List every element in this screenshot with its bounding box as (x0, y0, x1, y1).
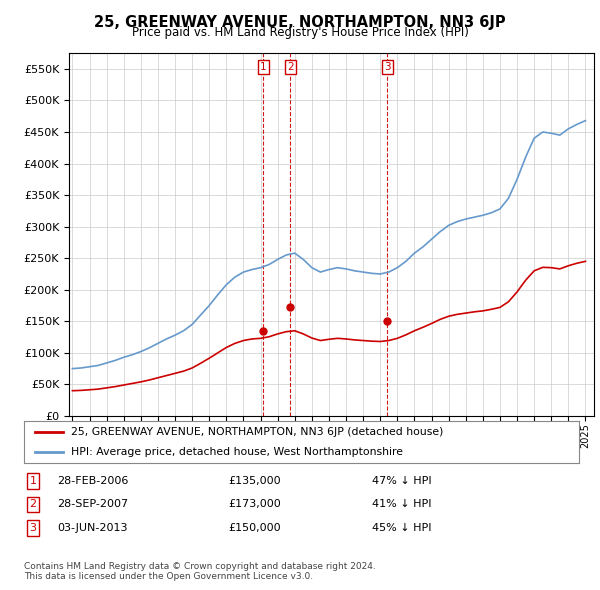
Text: 28-SEP-2007: 28-SEP-2007 (57, 500, 128, 509)
Text: £135,000: £135,000 (228, 476, 281, 486)
Text: Price paid vs. HM Land Registry's House Price Index (HPI): Price paid vs. HM Land Registry's House … (131, 26, 469, 39)
Text: 41% ↓ HPI: 41% ↓ HPI (372, 500, 431, 509)
Text: 45% ↓ HPI: 45% ↓ HPI (372, 523, 431, 533)
Text: £173,000: £173,000 (228, 500, 281, 509)
Text: This data is licensed under the Open Government Licence v3.0.: This data is licensed under the Open Gov… (24, 572, 313, 581)
Text: 25, GREENWAY AVENUE, NORTHAMPTON, NN3 6JP (detached house): 25, GREENWAY AVENUE, NORTHAMPTON, NN3 6J… (71, 427, 443, 437)
Text: 28-FEB-2006: 28-FEB-2006 (57, 476, 128, 486)
Text: 3: 3 (29, 523, 37, 533)
Text: 1: 1 (29, 476, 37, 486)
Text: 2: 2 (29, 500, 37, 509)
Text: 3: 3 (384, 62, 391, 72)
Text: £150,000: £150,000 (228, 523, 281, 533)
Text: HPI: Average price, detached house, West Northamptonshire: HPI: Average price, detached house, West… (71, 447, 403, 457)
Text: 25, GREENWAY AVENUE, NORTHAMPTON, NN3 6JP: 25, GREENWAY AVENUE, NORTHAMPTON, NN3 6J… (94, 15, 506, 30)
Text: 47% ↓ HPI: 47% ↓ HPI (372, 476, 431, 486)
Text: 1: 1 (260, 62, 266, 72)
Text: Contains HM Land Registry data © Crown copyright and database right 2024.: Contains HM Land Registry data © Crown c… (24, 562, 376, 571)
Text: 03-JUN-2013: 03-JUN-2013 (57, 523, 128, 533)
Text: 2: 2 (287, 62, 294, 72)
